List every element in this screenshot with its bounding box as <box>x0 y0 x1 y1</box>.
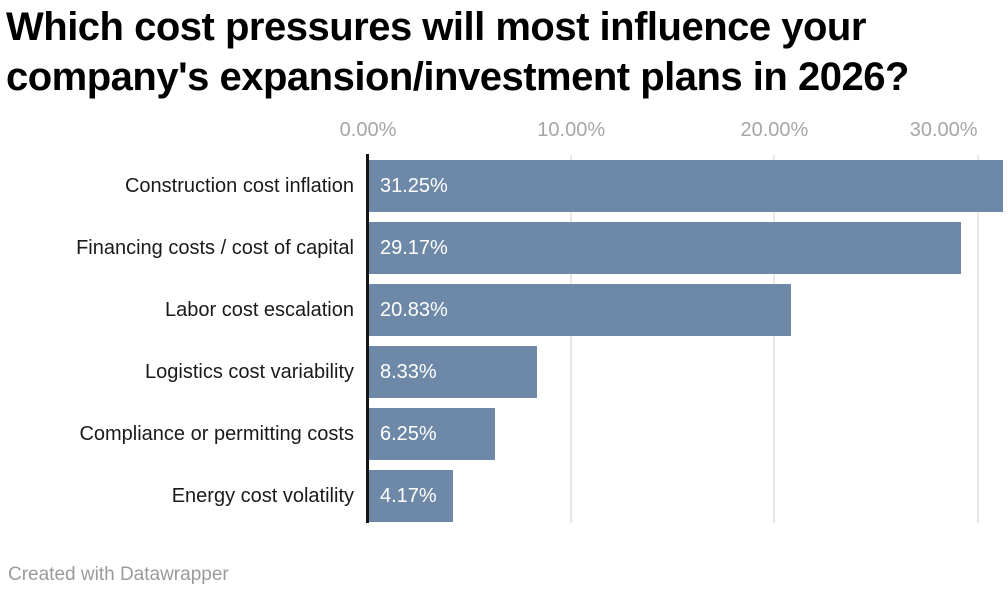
bar: 20.83% <box>368 284 791 336</box>
bar-value-label: 8.33% <box>380 361 437 383</box>
chart-title: Which cost pressures will most influence… <box>6 2 909 102</box>
x-axis-tick-label: 0.00% <box>339 119 397 141</box>
bar-value-label: 20.83% <box>380 299 448 321</box>
bar-value-label: 4.17% <box>380 485 437 507</box>
bar: 6.25% <box>368 408 495 460</box>
x-axis-tick-label: 10.00% <box>537 119 606 141</box>
gridline-20 <box>773 155 776 523</box>
category-label: Compliance or permitting costs <box>79 423 354 445</box>
bar-value-label: 29.17% <box>380 237 448 259</box>
bar: 31.25% <box>368 160 1003 212</box>
category-label: Construction cost inflation <box>124 175 354 197</box>
bar-value-label: 6.25% <box>380 423 437 445</box>
bar-value-label: 31.25% <box>380 175 448 197</box>
footer-credit: Created with Datawrapper <box>8 564 229 585</box>
category-label: Energy cost volatility <box>171 485 354 507</box>
category-label: Financing costs / cost of capital <box>76 237 354 259</box>
chart-title-line-1: Which cost pressures will most influence… <box>6 5 866 49</box>
chart-title-line-2: company's expansion/investment plans in … <box>6 55 909 99</box>
bar: 4.17% <box>368 470 453 522</box>
gridline-30 <box>976 155 979 523</box>
category-label: Labor cost escalation <box>164 299 354 321</box>
x-axis-tick-label: 20.00% <box>740 119 809 141</box>
x-axis-zero-line <box>366 154 369 523</box>
bar: 8.33% <box>368 346 537 398</box>
gridline-10 <box>570 155 573 523</box>
x-axis-tick-label: 30.00% <box>909 119 978 141</box>
bar: 29.17% <box>368 222 961 274</box>
category-label: Logistics cost variability <box>145 361 354 383</box>
